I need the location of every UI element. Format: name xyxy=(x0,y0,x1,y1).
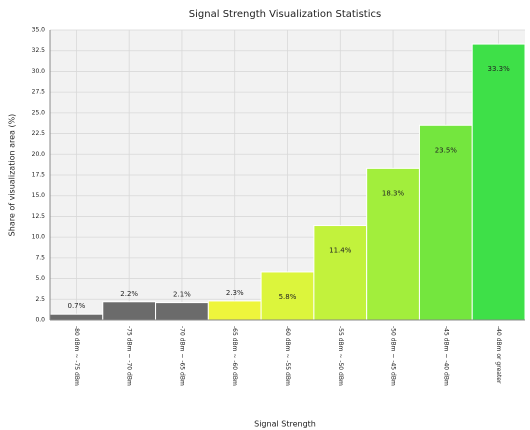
x-tick-label: -65 dBm ~ -60 dBm xyxy=(231,326,238,386)
bar xyxy=(49,313,104,321)
x-tick-label: -40 dBm or greater xyxy=(495,326,502,384)
x-tick-label: -55 dBm ~ -50 dBm xyxy=(337,326,344,386)
y-tick-label: 27.5 xyxy=(32,89,46,96)
x-tick-label: -75 dBm ~ -70 dBm xyxy=(126,326,133,386)
x-tick-label: -50 dBm ~ -45 dBm xyxy=(390,326,397,386)
y-tick-label: 5.0 xyxy=(35,275,45,282)
data-label: 23.5% xyxy=(435,146,458,154)
y-tick-label: 15.0 xyxy=(32,192,46,199)
data-label: 0.7% xyxy=(67,302,85,310)
data-label: 2.3% xyxy=(226,289,244,297)
bar xyxy=(418,124,473,321)
y-tick-label: 2.5 xyxy=(35,296,45,303)
y-tick-label: 12.5 xyxy=(32,213,46,220)
data-label: 5.8% xyxy=(279,293,297,301)
y-axis-title: Share of visualization area (%) xyxy=(8,114,17,237)
y-tick-label: 20.0 xyxy=(32,151,46,158)
y-tick-label: 32.5 xyxy=(32,47,46,54)
bar xyxy=(207,300,262,321)
x-tick-label: -45 dBm ~ -40 dBm xyxy=(442,326,449,386)
chart-title: Signal Strength Visualization Statistics xyxy=(189,9,381,20)
data-label: 2.1% xyxy=(173,291,191,299)
y-tick-label: 30.0 xyxy=(32,68,46,75)
y-tick-label: 10.0 xyxy=(32,234,46,241)
data-label: 2.2% xyxy=(120,290,138,298)
y-tick-label: 25.0 xyxy=(32,109,46,116)
y-tick-label: 35.0 xyxy=(32,27,46,34)
bar xyxy=(313,225,368,321)
y-tick-label: 0.0 xyxy=(35,317,45,324)
x-tick-label: -70 dBm ~ -65 dBm xyxy=(178,326,185,386)
bar xyxy=(155,302,209,321)
data-label: 33.3% xyxy=(487,65,510,73)
bar xyxy=(102,301,157,321)
bar xyxy=(366,167,420,321)
y-tick-label: 22.5 xyxy=(32,130,46,137)
data-label: 11.4% xyxy=(329,247,352,255)
x-tick-label: -60 dBm ~ -55 dBm xyxy=(284,326,291,386)
x-axis-title: Signal Strength xyxy=(254,420,316,429)
y-tick-label: 7.5 xyxy=(35,254,45,261)
data-label: 18.3% xyxy=(382,189,405,197)
x-tick-label: -80 dBm ~ -75 dBm xyxy=(73,326,80,386)
y-tick-label: 17.5 xyxy=(32,172,46,179)
bar xyxy=(471,43,526,321)
